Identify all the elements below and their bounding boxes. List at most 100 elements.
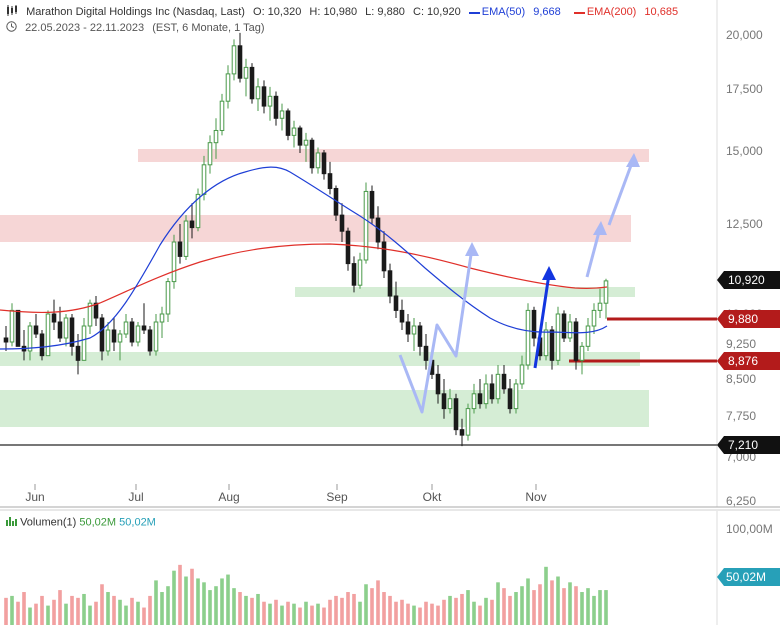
candle-body: [165, 281, 171, 315]
volume-bar: [496, 582, 500, 625]
resistance-zone-lower: [0, 215, 631, 242]
price-tag-7210: 7,210: [717, 436, 780, 454]
ema50-legend[interactable]: EMA(50) 9,668: [468, 6, 569, 18]
volume-bar: [238, 592, 242, 625]
volume-header: Volumen(1) 50,02M 50,02M: [6, 516, 156, 529]
ema200-value: 10,685: [644, 6, 679, 19]
candle-body: [63, 317, 69, 339]
volume-bar: [490, 599, 494, 625]
volume-bar: [232, 588, 236, 625]
date-range: 22.05.2023 - 22.11.2023: [25, 22, 145, 35]
candle-body: [255, 86, 261, 100]
volume-bar: [520, 586, 524, 625]
volume-bar: [112, 595, 116, 625]
candle-body: [33, 325, 39, 335]
candle-body: [507, 388, 513, 410]
volume-bar: [100, 584, 104, 625]
volume-bar: [508, 595, 512, 625]
volume-bar: [172, 570, 176, 625]
candle-body: [519, 364, 525, 385]
candle-body: [57, 321, 63, 339]
volume-bar: [430, 603, 434, 625]
candle-body: [171, 241, 177, 283]
volume-bar: [562, 588, 566, 625]
volume-bar: [94, 601, 98, 625]
volume-bar: [550, 580, 554, 625]
volume-bar: [184, 576, 188, 625]
instrument-title: Marathon Digital Holdings Inc (Nasdaq, L…: [26, 6, 245, 19]
candle-body: [465, 408, 471, 436]
candle-body: [237, 45, 243, 79]
volume-bar: [196, 578, 200, 625]
x-tick-label: Sep: [326, 490, 348, 504]
volume-bar: [250, 597, 254, 625]
time-axis: Jun Jul Aug Sep Okt Nov: [25, 484, 547, 504]
candle-body: [153, 321, 159, 352]
volume-bar: [598, 590, 602, 625]
candle-body: [303, 139, 309, 146]
volume-bar: [88, 605, 92, 625]
bar-chart-icon[interactable]: [6, 516, 17, 529]
support-zone-middle: [0, 352, 640, 366]
volume-bar: [256, 593, 260, 625]
y-tick-label: 15,000: [726, 144, 763, 158]
volume-bar: [106, 592, 110, 625]
volume-bar: [178, 564, 182, 625]
volume-bar: [280, 605, 284, 625]
volume-bar: [538, 584, 542, 625]
volume-bar: [130, 597, 134, 625]
candle-body: [585, 325, 591, 347]
close-value: C: 10,920: [413, 6, 461, 19]
ema200-label: EMA(200): [586, 6, 637, 19]
price-tag-7210-label: 7,210: [728, 438, 758, 452]
candle-body: [249, 66, 255, 100]
candle-body: [513, 383, 519, 410]
candle-body: [495, 373, 501, 400]
volume-bar: [394, 601, 398, 625]
volume-bar: [406, 603, 410, 625]
volume-tag: 50,02M: [717, 568, 780, 586]
x-tick-label: Okt: [423, 490, 442, 504]
candle-body: [489, 383, 495, 400]
volume-bar: [502, 588, 506, 625]
ema200-legend[interactable]: EMA(200) 10,685: [573, 6, 683, 19]
candle-body: [291, 127, 297, 136]
candles-layer: [3, 32, 609, 447]
candle-body: [273, 95, 279, 119]
high-value: H: 10,980: [309, 6, 358, 19]
volume-bar: [454, 597, 458, 625]
volume-bar: [424, 601, 428, 625]
volume-bars-layer: [4, 564, 608, 625]
volume-bar: [382, 592, 386, 625]
volume-value-1: 50,02M: [79, 516, 117, 529]
x-tick-label: Aug: [218, 490, 239, 504]
volume-bar: [16, 601, 20, 625]
volume-bar: [340, 597, 344, 625]
volume-bar: [328, 599, 332, 625]
volume-bar: [304, 601, 308, 625]
candle-body: [39, 333, 45, 357]
volume-bar: [160, 592, 164, 625]
projection-arrowhead-1: [465, 242, 479, 256]
chart-subheader: 22.05.2023 - 22.11.2023 (EST, 6 Monate, …: [6, 21, 270, 36]
candle-body: [363, 190, 369, 261]
candle-body: [453, 398, 459, 431]
volume-bar: [400, 599, 404, 625]
volume-bar: [82, 593, 86, 625]
volume-bar: [376, 580, 380, 625]
volume-bar: [214, 586, 218, 625]
candle-body: [345, 230, 351, 265]
volume-axis: 100,00M 50,02M: [717, 522, 780, 586]
volume-bar: [268, 603, 272, 625]
candle-body: [183, 220, 189, 257]
y-tick-label: 8,500: [726, 372, 756, 386]
blue-arrow-line: [533, 273, 551, 369]
volume-bar: [166, 586, 170, 625]
candlestick-icon[interactable]: [6, 5, 18, 20]
candle-body: [459, 429, 465, 436]
candle-body: [411, 325, 417, 335]
volume-bar: [358, 601, 362, 625]
candle-body: [111, 329, 117, 343]
candle-body: [555, 313, 561, 361]
volume-bar: [148, 595, 152, 625]
